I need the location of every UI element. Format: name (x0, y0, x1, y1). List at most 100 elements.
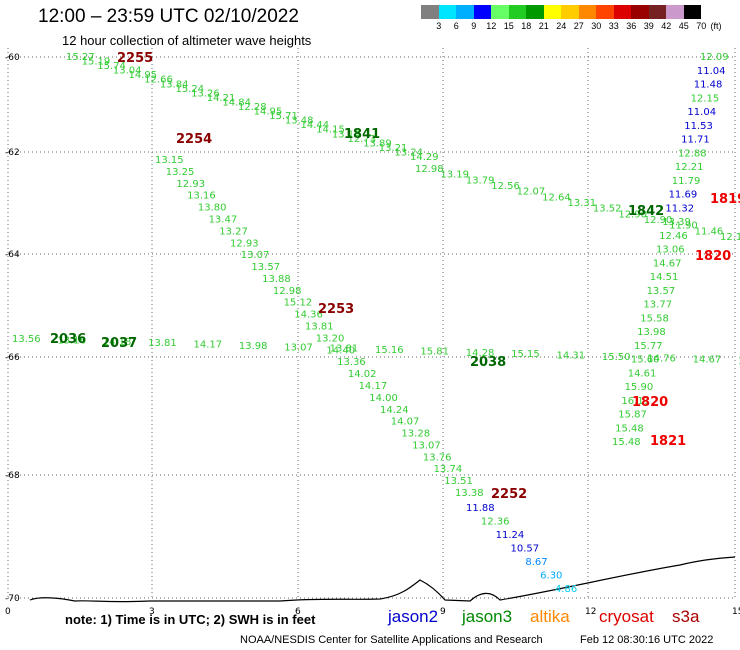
wave-value: 14.95 (129, 70, 158, 81)
wave-value: 14.17 (194, 340, 223, 351)
wave-value: 13.06 (656, 245, 685, 256)
wave-value: 15.87 (618, 410, 647, 421)
wave-value: 13.13 (332, 129, 361, 140)
wave-value: 11.32 (665, 203, 694, 214)
x-tick-label: 12 (585, 607, 596, 617)
wave-value: 14.51 (650, 272, 679, 283)
wave-value: 10.57 (511, 544, 540, 555)
pass-label: 1842 (628, 204, 664, 219)
wave-value: 14.21 (207, 93, 236, 104)
wave-value: 14.44 (301, 120, 330, 131)
wave-value: 13.81 (305, 322, 334, 333)
wave-value: 6.30 (540, 571, 562, 582)
legend-label: 18 (521, 21, 532, 31)
legend-swatch (438, 5, 456, 19)
wave-value: 13.26 (191, 88, 220, 99)
wave-value: 14.18 (103, 337, 132, 348)
wave-value: 13.52 (593, 204, 622, 215)
map-grid (7, 48, 736, 600)
wave-value: 14.24 (380, 405, 409, 416)
legend-swatch (491, 5, 509, 19)
pass-labels: 2255 2254 2253 2252 1841 1842 2036 2037 2038 1819… (50, 51, 740, 502)
wave-value: 13.47 (209, 214, 238, 225)
timestamp: Feb 12 08:30:16 UTC 2022 (580, 634, 714, 646)
wave-value: 11.48 (694, 80, 723, 91)
coastline (29, 556, 736, 603)
wave-value: 14.17 (359, 381, 388, 392)
legend-swatch (683, 5, 701, 19)
legend-swatch (561, 5, 579, 19)
wave-value: 15.77 (634, 341, 663, 352)
wave-value: 15.48 (615, 423, 644, 434)
legend-label: 42 (661, 21, 672, 31)
wave-value: 13.04 (113, 66, 142, 77)
wave-value: 12.46 (659, 231, 688, 242)
pass-label: 2253 (318, 302, 354, 317)
wave-value: 13.39 (662, 217, 691, 228)
legend-label: 12 (486, 21, 497, 31)
pass-label: 1819 (710, 192, 740, 207)
legend-swatch (473, 5, 491, 19)
wave-value: 13.79 (466, 175, 495, 186)
wave-value: 15.16 (375, 345, 404, 356)
wave-value: 14.07 (391, 417, 420, 428)
wave-value: 13.48 (285, 116, 314, 127)
legend-swatch (648, 5, 666, 19)
wave-value: 11.24 (496, 530, 525, 541)
wave-value: 8.67 (525, 557, 547, 568)
wave-value: 14.76 (647, 353, 676, 364)
wave-value: 12.90 (644, 215, 673, 226)
wave-value: 12.21 (675, 162, 704, 173)
wave-value: 11.04 (697, 66, 726, 77)
wave-value: 13.98 (637, 327, 666, 338)
wave-value: 13.16 (57, 335, 86, 346)
wave-value: 13.57 (251, 262, 280, 273)
legend-swatch (613, 5, 631, 19)
pass-label: 1820 (695, 249, 731, 264)
wave-value: 13.81 (148, 338, 177, 349)
legend-swatch (508, 5, 526, 19)
wave-value: 12.07 (517, 187, 546, 198)
pass-label: 2038 (470, 355, 506, 370)
wave-value: 11.71 (681, 135, 710, 146)
wave-value: 13.76 (423, 452, 452, 463)
wave-value: 14.15 (316, 125, 345, 136)
wave-value: 13.51 (444, 476, 473, 487)
wave-value: 11.53 (684, 121, 713, 132)
satellite-s3a: s3a (672, 607, 700, 626)
legend-label: 30 (591, 21, 602, 31)
wave-value: 11.69 (669, 190, 698, 201)
legend-label: 45 (678, 21, 689, 31)
wave-height-values: 15.2715.1915.7413.0414.9512.6613.8415.24… (12, 52, 740, 595)
wave-value: 15.71 (269, 111, 298, 122)
legend-label: 33 (608, 21, 619, 31)
satellite-cryosat: cryosat (599, 607, 654, 626)
wave-value: 12.93 (176, 179, 205, 190)
wave-value: 13.36 (337, 357, 366, 368)
wave-value: 16.11 (621, 396, 650, 407)
pass-label: 2255 (117, 51, 153, 66)
axis-ticks: 0 3 6 9 12 15 -60 -62 -64 -66 -68 -70 (5, 53, 740, 617)
wave-value: 13.20 (316, 333, 345, 344)
wave-value: 13.56 (12, 334, 41, 345)
wave-value: 14.31 (557, 351, 586, 362)
legend-label: 36 (626, 21, 637, 31)
legend-swatch (596, 5, 614, 19)
wave-value: 15.12 (284, 298, 313, 309)
wave-value: 11.90 (669, 221, 698, 232)
legend-label: 3 (436, 21, 442, 31)
legend-label: 15 (503, 21, 514, 31)
legend-label: 9 (471, 21, 477, 31)
legend-label: 24 (556, 21, 567, 31)
wave-value: 13.21 (379, 143, 408, 154)
wave-value: 13.07 (284, 342, 313, 353)
wave-value: 14.36 (294, 310, 323, 321)
wave-value: 12.28 (238, 102, 267, 113)
x-tick-label: 3 (149, 607, 155, 617)
credit-text: NOAA/NESDIS Center for Satellite Applica… (240, 634, 543, 646)
wave-value: 12.93 (230, 238, 259, 249)
wave-value: 13.88 (262, 274, 291, 285)
pass-label: 2036 (50, 332, 86, 347)
pass-label: 2037 (101, 336, 137, 351)
